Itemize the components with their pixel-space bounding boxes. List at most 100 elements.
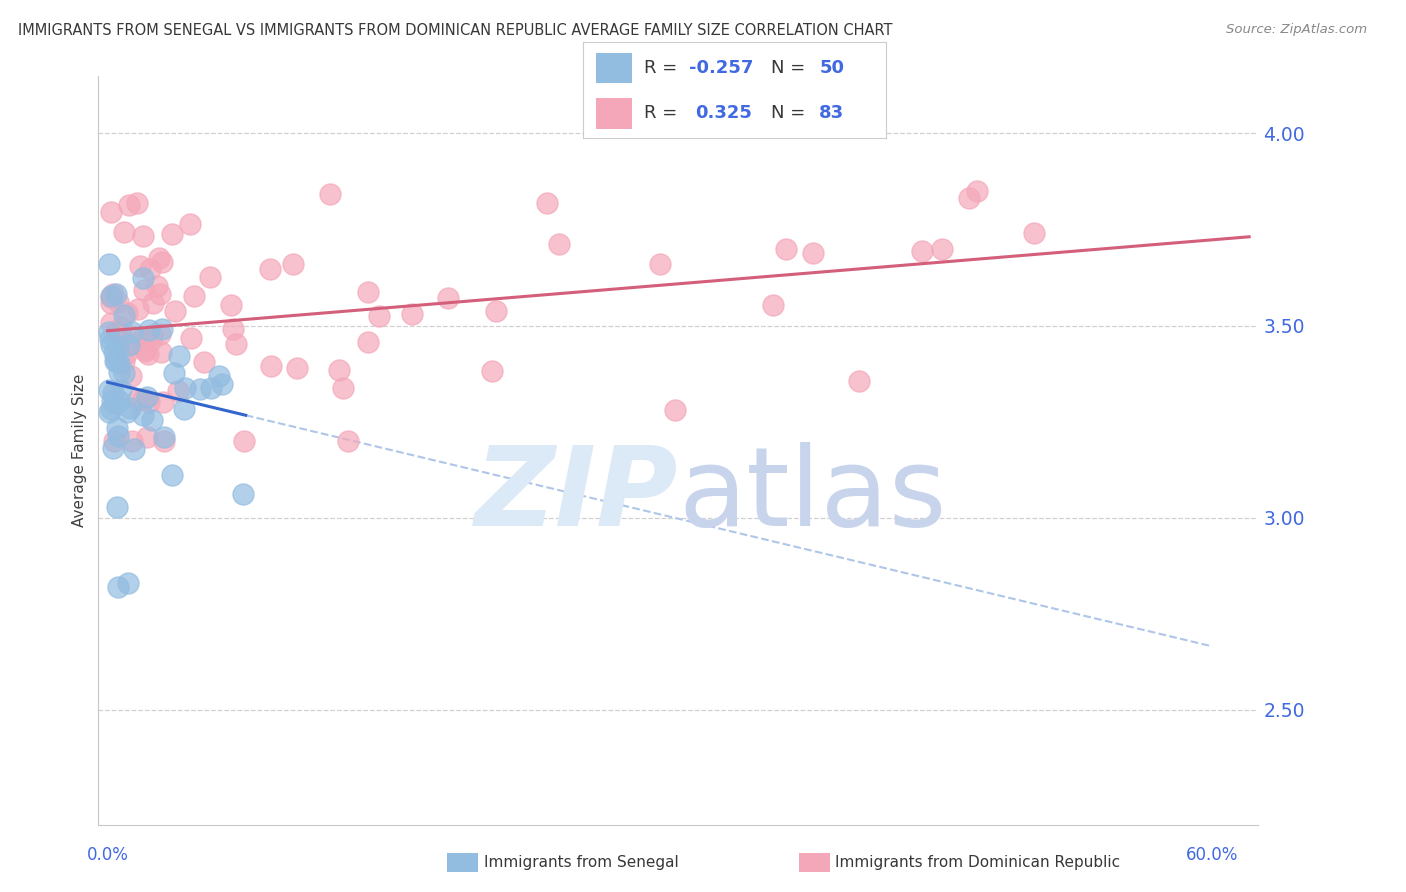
Point	[160, 467, 183, 482]
Point	[108, 356, 131, 370]
Point	[100, 204, 122, 219]
Point	[117, 576, 139, 591]
Point	[98, 383, 121, 397]
Point	[100, 316, 122, 330]
Text: -0.257: -0.257	[689, 59, 754, 77]
Point	[225, 337, 247, 351]
Point	[136, 390, 159, 404]
Point	[104, 353, 127, 368]
Point	[367, 309, 389, 323]
Text: Immigrants from Dominican Republic: Immigrants from Dominican Republic	[835, 855, 1121, 870]
Point	[165, 304, 187, 318]
Point	[149, 327, 172, 342]
Point	[146, 278, 169, 293]
Point	[101, 441, 124, 455]
Point	[183, 289, 205, 303]
Point	[174, 381, 197, 395]
Point	[332, 380, 354, 394]
Bar	[596, 98, 631, 128]
Point	[118, 198, 141, 212]
Point	[232, 487, 254, 501]
Text: ZIP: ZIP	[475, 442, 678, 549]
Point	[98, 405, 121, 419]
Point	[118, 401, 141, 415]
Point	[100, 401, 122, 416]
Point	[153, 430, 176, 444]
Point	[1022, 226, 1045, 240]
Point	[118, 338, 141, 352]
Point	[127, 195, 149, 210]
Point	[650, 257, 672, 271]
Point	[115, 347, 138, 361]
Point	[141, 413, 163, 427]
Point	[107, 366, 129, 380]
Point	[337, 434, 360, 448]
Point	[259, 262, 281, 277]
Point	[188, 382, 211, 396]
Text: N =: N =	[770, 59, 811, 77]
Point	[401, 307, 423, 321]
Point	[163, 366, 186, 380]
Point	[105, 500, 128, 515]
Point	[110, 384, 132, 398]
Point	[141, 333, 163, 347]
Point	[911, 244, 934, 258]
Point	[121, 434, 143, 448]
Point	[139, 262, 162, 277]
Point	[101, 386, 124, 401]
Text: 0.325: 0.325	[696, 104, 752, 122]
Point	[285, 361, 308, 376]
Point	[149, 286, 172, 301]
Point	[319, 186, 342, 201]
Point	[775, 242, 797, 256]
Point	[281, 257, 304, 271]
Point	[132, 284, 155, 298]
Point	[112, 353, 135, 368]
Point	[101, 393, 124, 408]
Point	[138, 323, 160, 337]
Point	[150, 255, 173, 269]
Point	[132, 271, 155, 285]
Point	[107, 429, 129, 443]
Point	[108, 326, 131, 340]
Point	[211, 376, 233, 391]
Point	[180, 331, 202, 345]
Point	[121, 325, 143, 339]
Point	[208, 368, 231, 383]
Text: Immigrants from Senegal: Immigrants from Senegal	[484, 855, 679, 870]
Point	[98, 257, 121, 271]
Point	[232, 434, 254, 448]
Point	[153, 434, 176, 448]
Point	[105, 353, 128, 368]
Point	[129, 332, 152, 346]
Point	[136, 430, 159, 444]
Point	[200, 270, 222, 285]
Point	[138, 395, 160, 409]
Text: IMMIGRANTS FROM SENEGAL VS IMMIGRANTS FROM DOMINICAN REPUBLIC AVERAGE FAMILY SIZ: IMMIGRANTS FROM SENEGAL VS IMMIGRANTS FR…	[18, 23, 893, 38]
Point	[547, 237, 569, 252]
Text: 0.0%: 0.0%	[87, 847, 128, 864]
Point	[167, 384, 190, 399]
Point	[485, 303, 508, 318]
Point	[107, 340, 129, 354]
Y-axis label: Average Family Size: Average Family Size	[72, 374, 87, 527]
Point	[112, 367, 135, 381]
Text: 83: 83	[820, 104, 845, 122]
Point	[107, 295, 129, 310]
Point	[141, 328, 163, 343]
Point	[966, 184, 988, 198]
Point	[100, 337, 122, 351]
Point	[125, 393, 148, 408]
Point	[357, 335, 380, 350]
Point	[132, 392, 155, 406]
Point	[105, 286, 128, 301]
Point	[328, 363, 350, 377]
Point	[150, 345, 173, 359]
Point	[150, 322, 173, 336]
Point	[957, 191, 980, 205]
Text: N =: N =	[770, 104, 811, 122]
Text: R =: R =	[644, 59, 683, 77]
Point	[173, 402, 195, 417]
Text: 50: 50	[820, 59, 844, 77]
Point	[98, 325, 121, 339]
